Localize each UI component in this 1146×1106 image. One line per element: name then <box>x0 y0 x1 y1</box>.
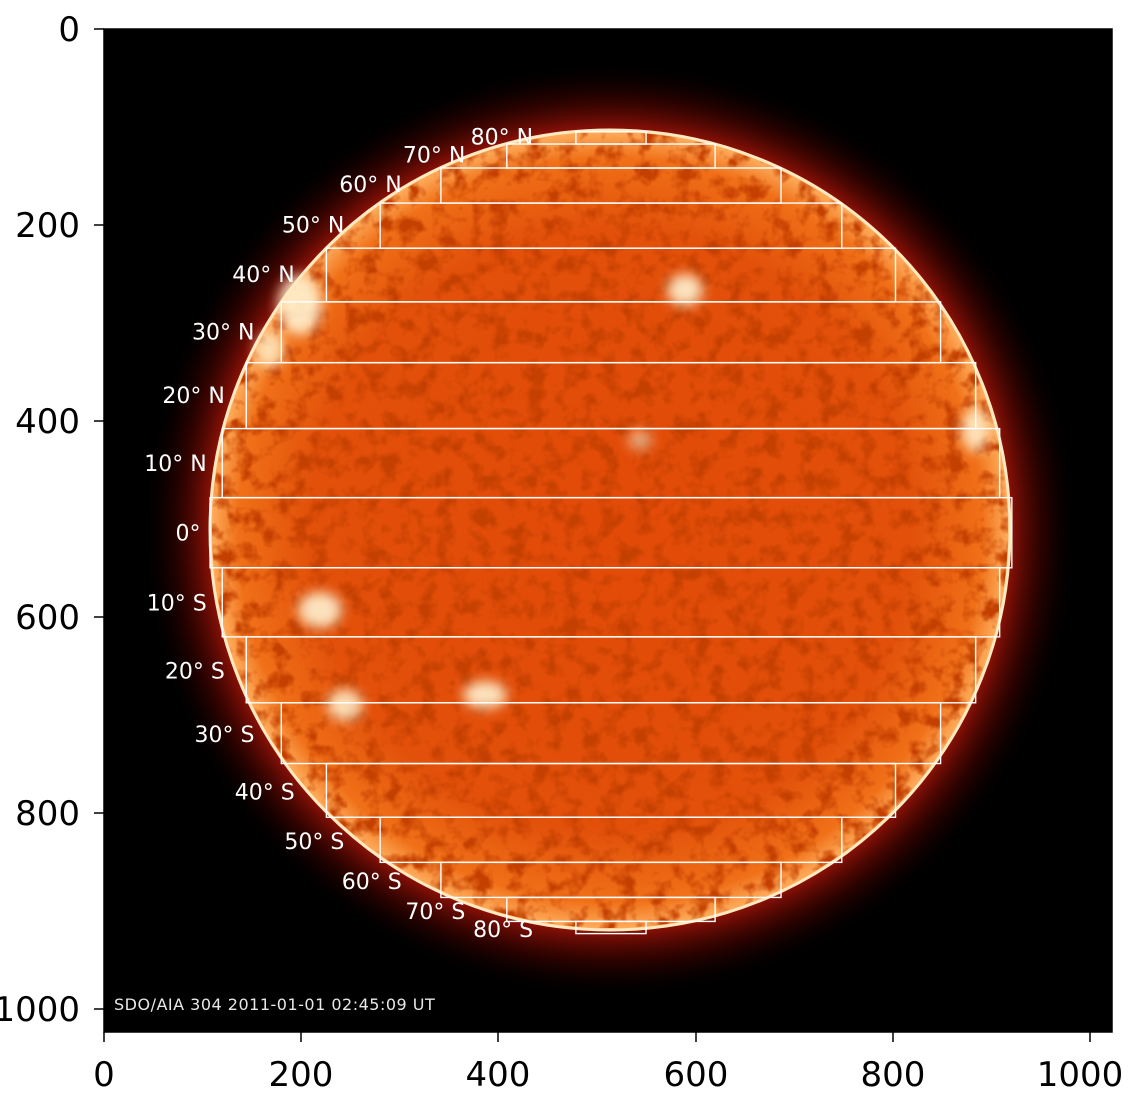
x-tick-label-400: 400 <box>466 1055 531 1095</box>
x-tick-label-1000: 1000 <box>1037 1055 1124 1095</box>
latitude-label: 80° N <box>471 125 533 150</box>
x-axis: 0 200 400 600 800 1000 <box>93 1032 1123 1095</box>
x-tick-label-800: 800 <box>861 1055 926 1095</box>
y-tick-label-800: 800 <box>15 794 80 834</box>
y-axis: 0 200 400 600 800 1000 <box>0 10 104 1030</box>
instrument-caption: SDO/AIA 304 2011-01-01 02:45:09 UT <box>114 995 435 1014</box>
x-tick-label-200: 200 <box>269 1055 334 1095</box>
latitude-label: 60° S <box>342 870 402 895</box>
latitude-label: 40° N <box>232 263 294 288</box>
y-tick-label-200: 200 <box>15 206 80 246</box>
plot-frame <box>103 28 1113 1033</box>
latitude-label: 70° N <box>403 144 465 169</box>
latitude-label: 60° N <box>339 173 401 198</box>
latitude-label: 20° S <box>165 659 225 684</box>
y-tick-label-1000: 1000 <box>0 990 80 1030</box>
latitude-label: 80° S <box>473 918 533 943</box>
latitude-label: 10° S <box>147 592 207 617</box>
x-tick-label-600: 600 <box>664 1055 729 1095</box>
y-tick-label-600: 600 <box>15 598 80 638</box>
latitude-label: 20° N <box>162 384 224 409</box>
latitude-label: 10° N <box>144 452 206 477</box>
active-regions <box>256 274 989 721</box>
latitude-label: 50° N <box>282 213 344 238</box>
latitude-label: 40° S <box>235 780 295 805</box>
latitude-label: 30° S <box>195 723 255 748</box>
latitude-band-outline <box>575 920 647 935</box>
latitude-grid: 80° N70° N60° N 50° N 40° N 30° N 20° N 10° N… <box>144 125 1013 943</box>
x-tick-label-0: 0 <box>93 1055 115 1095</box>
latitude-label: 50° S <box>284 830 344 855</box>
latitude-label: 70° S <box>405 900 465 925</box>
latitude-label: 0° <box>176 522 201 547</box>
y-tick-label-400: 400 <box>15 402 80 442</box>
y-tick-label-0: 0 <box>58 10 80 50</box>
granulation-texture <box>212 132 1008 928</box>
latitude-label: 30° N <box>192 321 254 346</box>
